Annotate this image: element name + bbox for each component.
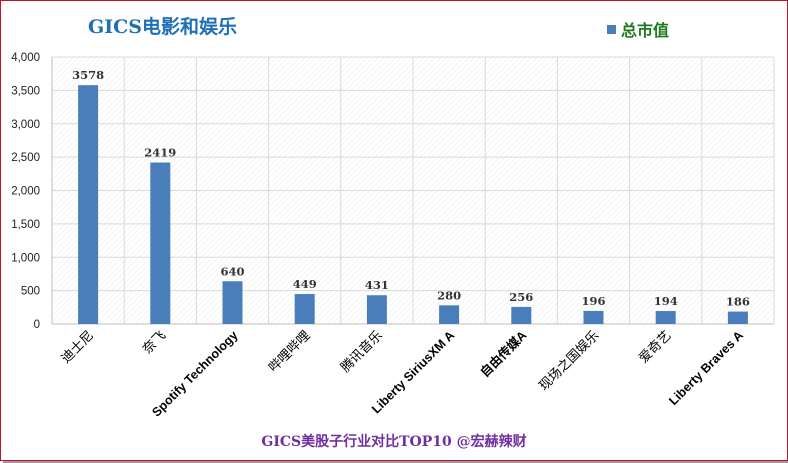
bar — [583, 310, 604, 324]
data-label: 194 — [654, 294, 678, 308]
bar — [727, 311, 748, 324]
bar — [439, 305, 460, 324]
x-category-label: 自由传媒A — [477, 328, 529, 380]
data-label: 431 — [365, 278, 389, 292]
data-label: 186 — [726, 295, 750, 309]
data-label: 3578 — [72, 68, 104, 82]
x-category-label: 爱奇艺 — [636, 328, 675, 367]
chart-title: GICS电影和娱乐 — [88, 15, 237, 38]
y-tick-label: 500 — [21, 286, 40, 298]
y-tick-label: 1,500 — [11, 219, 40, 231]
bar — [150, 162, 171, 324]
data-label: 256 — [509, 290, 533, 304]
data-label: 2419 — [144, 146, 176, 160]
y-tick-label: 2,500 — [11, 152, 40, 164]
data-labels: 3578 2419 640 449 431 280 256 196 194 186 — [72, 68, 750, 308]
legend-swatch — [607, 25, 616, 34]
y-tick-label: 2,000 — [11, 186, 40, 198]
footer-caption: GICS美股子行业对比TOP10 @宏赫辣财 — [261, 433, 526, 450]
x-category-label: 现场之国娱乐 — [537, 328, 603, 394]
y-tick-label: 3,500 — [11, 85, 40, 97]
bar — [366, 295, 387, 324]
data-label: 449 — [293, 277, 317, 291]
gridlines — [51, 56, 775, 325]
x-category-label: 腾讯音乐 — [338, 328, 386, 376]
bar — [78, 85, 99, 324]
y-axis-labels: 0 500 1,000 1,500 2,000 2,500 3,000 3,500 4,000 — [11, 52, 40, 331]
x-category-label: 哔哩哔哩 — [266, 328, 313, 375]
bars — [78, 85, 748, 324]
y-tick-label: 1,000 — [11, 252, 40, 264]
data-label: 640 — [220, 264, 244, 278]
bar — [655, 311, 676, 324]
x-category-label: Liberty Braves A — [666, 328, 746, 408]
x-category-label: 迪士尼 — [59, 328, 97, 366]
y-tick-label: 4,000 — [11, 52, 40, 64]
bar — [294, 294, 315, 324]
bar — [222, 281, 243, 324]
y-tick-label: 3,000 — [11, 119, 40, 131]
y-tick-label: 0 — [34, 319, 40, 331]
x-category-label: 奈飞 — [140, 328, 169, 357]
data-label: 196 — [581, 294, 605, 308]
legend-label: 总市值 — [621, 21, 669, 40]
bar — [511, 306, 532, 324]
data-label: 280 — [437, 288, 461, 302]
